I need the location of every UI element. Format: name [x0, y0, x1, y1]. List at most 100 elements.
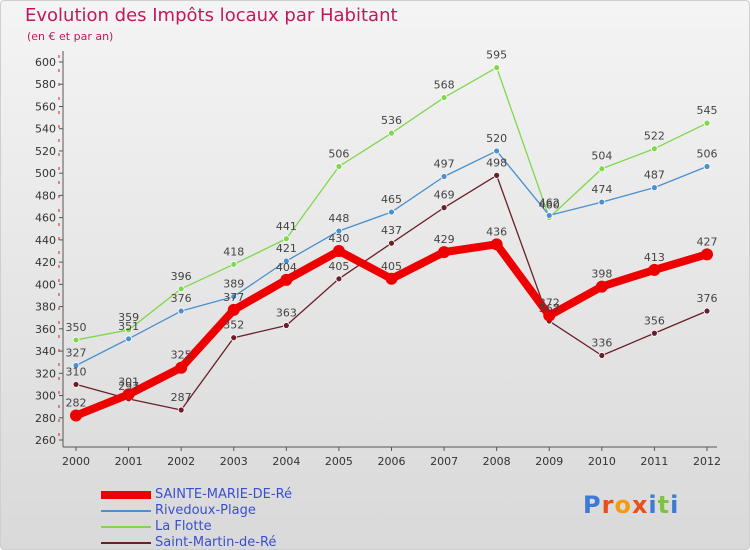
data-point	[332, 245, 345, 257]
data-point	[440, 173, 448, 180]
y-tick-label: 600	[35, 56, 56, 69]
data-point	[72, 381, 80, 388]
data-point	[598, 165, 606, 173]
data-label: 429	[434, 233, 455, 246]
data-label: 327	[66, 347, 87, 360]
y-tick-label: 440	[35, 234, 56, 247]
x-tick-label: 2005	[325, 455, 353, 468]
series-line	[75, 150, 708, 367]
data-point	[335, 163, 343, 170]
y-tick-label: 260	[35, 434, 56, 447]
data-point	[227, 303, 240, 316]
data-point	[703, 119, 711, 127]
data-point	[493, 147, 501, 155]
legend-swatch-la-flotte	[101, 526, 151, 528]
x-tick-label: 2010	[588, 455, 616, 468]
data-label: 474	[591, 183, 612, 196]
data-point	[493, 64, 501, 71]
data-label: 469	[434, 189, 455, 202]
data-point	[335, 227, 343, 235]
data-label: 504	[591, 150, 612, 163]
data-point	[598, 352, 606, 359]
data-label: 352	[223, 319, 244, 332]
data-label: 465	[381, 193, 402, 206]
data-label: 297	[118, 380, 139, 393]
data-label: 287	[171, 391, 192, 404]
x-tick-label: 2011	[640, 455, 668, 468]
y-tick-label: 460	[35, 212, 56, 225]
data-point	[282, 257, 290, 265]
data-label: 460	[539, 199, 560, 212]
data-point	[388, 129, 395, 137]
data-point	[440, 204, 448, 212]
logo-letter: x	[631, 491, 649, 519]
data-point	[651, 329, 658, 337]
y-tick-label: 500	[35, 167, 56, 180]
y-tick-label: 540	[35, 123, 56, 136]
data-label: 437	[381, 224, 402, 237]
data-point	[543, 309, 556, 322]
data-label: 436	[486, 225, 507, 238]
data-label: 427	[697, 235, 718, 248]
data-point	[177, 307, 185, 315]
data-point	[72, 336, 80, 344]
x-tick-label: 2004	[272, 455, 300, 468]
data-point	[280, 273, 293, 286]
data-label: 325	[171, 349, 192, 362]
data-point	[545, 212, 553, 219]
legend-label: SAINTE-MARIE-DE-Ré	[155, 487, 293, 502]
data-label: 310	[66, 365, 87, 378]
data-label: 462	[539, 196, 560, 209]
proxiti-logo: Proxiti	[583, 491, 679, 519]
data-label: 421	[276, 242, 297, 255]
data-point	[651, 184, 658, 192]
data-label: 497	[434, 158, 455, 171]
data-point	[122, 388, 135, 401]
data-point	[125, 326, 132, 334]
data-label: 522	[644, 130, 665, 143]
legend-label: La Flotte	[155, 519, 212, 534]
data-point	[651, 145, 658, 153]
data-label: 448	[328, 212, 349, 225]
legend-label: Saint-Martin-de-Ré	[155, 535, 277, 550]
data-label: 487	[644, 169, 665, 182]
logo-letter: r	[601, 491, 615, 519]
data-point	[438, 246, 451, 259]
x-tick-label: 2006	[378, 455, 406, 468]
data-label: 545	[697, 104, 718, 117]
data-label: 396	[171, 270, 192, 283]
data-point	[648, 263, 661, 276]
x-tick-label: 2009	[535, 455, 563, 468]
data-label: 359	[118, 311, 139, 324]
legend-swatch-saint-martin	[101, 542, 151, 544]
data-label: 377	[223, 291, 244, 304]
logo-letter: i	[648, 491, 658, 519]
data-point	[701, 248, 713, 261]
data-label: 430	[328, 232, 349, 245]
data-point	[388, 239, 395, 247]
data-label: 418	[223, 245, 244, 258]
data-label: 336	[591, 337, 612, 350]
y-tick-label: 560	[35, 100, 56, 113]
y-tick-label: 580	[35, 78, 56, 91]
data-point	[493, 171, 501, 179]
data-point	[703, 163, 711, 170]
data-point	[335, 275, 343, 283]
y-tick-label: 300	[35, 390, 56, 403]
data-point	[490, 238, 503, 251]
data-point	[70, 409, 82, 422]
data-label: 350	[66, 321, 87, 334]
data-point	[230, 260, 238, 268]
x-tick-label: 2012	[693, 455, 721, 468]
data-label: 389	[223, 278, 244, 291]
y-tick-label: 280	[35, 412, 56, 425]
data-label: 568	[434, 79, 455, 92]
data-label: 301	[118, 375, 139, 388]
data-point	[177, 285, 185, 293]
x-tick-label: 2008	[483, 455, 511, 468]
data-label: 413	[644, 251, 665, 264]
data-point	[598, 198, 606, 206]
y-tick-label: 320	[35, 367, 56, 380]
